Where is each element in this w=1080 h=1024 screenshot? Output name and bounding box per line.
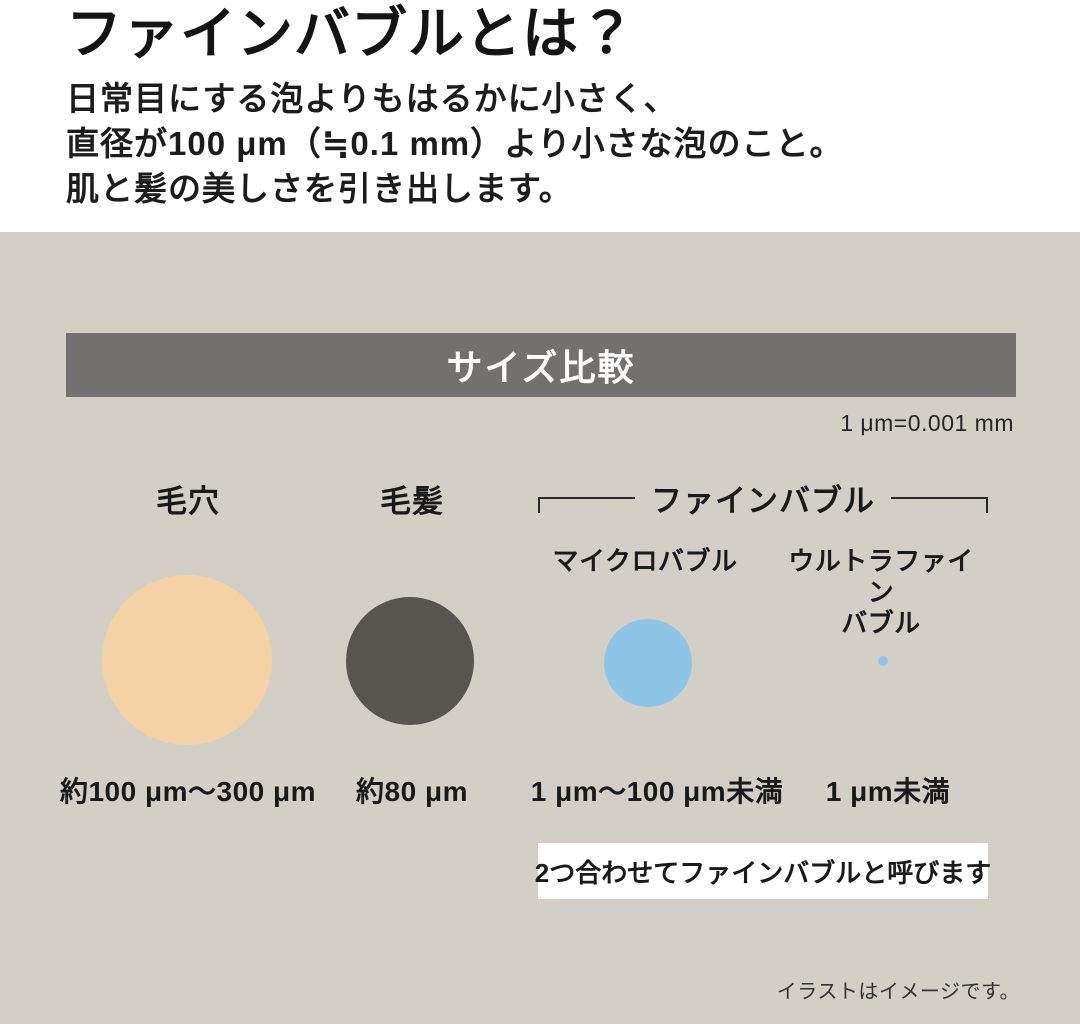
ultrafine-bubble-size-label: 1 μm未満 (825, 776, 951, 807)
ultrafine-bubble-circle (878, 656, 888, 666)
pore-circle (102, 575, 272, 745)
callout-text: 2つ合わせてファインバブルと呼びます (534, 857, 992, 888)
illustration-disclaimer: イラストはイメージです。 (776, 981, 1020, 1003)
page-title: ファインバブルとは？ (66, 2, 636, 65)
fine-bubble-group-label: ファインバブル (635, 475, 891, 521)
hair-size-label: 約80 μm (356, 776, 468, 807)
callout-box: 2つ合わせてファインバブルと呼びます (534, 843, 992, 899)
pore-size-label: 約100 μm〜300 μm (59, 776, 317, 807)
description-line-2: 直径が100 μm（≒0.1 mm）より小さな泡のこと。 (66, 125, 844, 162)
hair-circle (346, 597, 474, 725)
hair-label: 毛髪 (380, 484, 444, 519)
fine-bubble-bracket: ファインバブル (538, 475, 988, 521)
unit-conversion-note: 1 μm=0.001 mm (840, 410, 1014, 436)
microbubble-label: マイクロバブル (552, 546, 738, 576)
pore-label: 毛穴 (156, 484, 220, 519)
microbubble-circle (604, 619, 692, 707)
microbubble-size-label: 1 μm〜100 μm未満 (530, 776, 784, 807)
ultrafine-bubble-label: ウルトラファイン バブル (788, 546, 974, 638)
size-comparison-section: サイズ比較 1 μm=0.001 mm 毛穴 毛髪 ファインバブル マイクロバブ… (0, 232, 1080, 1024)
section-title: サイズ比較 (446, 347, 636, 388)
description-line-3: 肌と髪の美しさを引き出します。 (66, 170, 573, 207)
header: ファインバブルとは？ 日常目にする泡よりもはるかに小さく、 直径が100 μm（… (0, 0, 1080, 232)
description-line-1: 日常目にする泡よりもはるかに小さく、 (66, 80, 678, 117)
section-title-bar: サイズ比較 (66, 333, 1016, 397)
